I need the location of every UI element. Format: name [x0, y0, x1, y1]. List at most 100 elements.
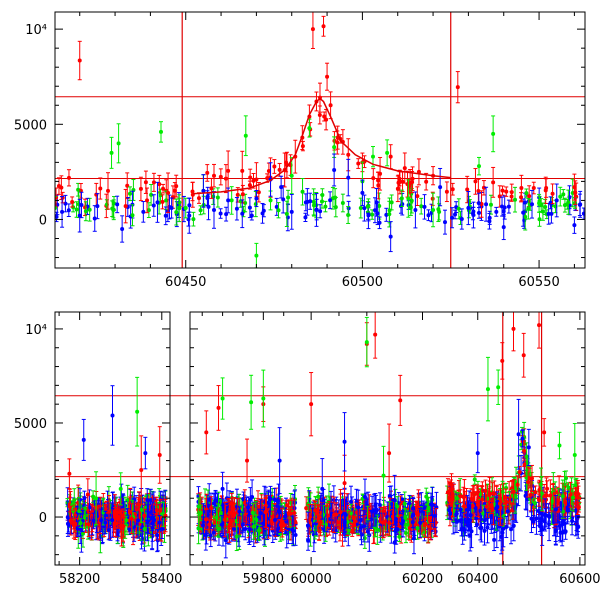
data-point [537, 217, 542, 222]
series-point [491, 115, 496, 153]
data-point [215, 195, 220, 200]
top-panel-frame [54, 11, 586, 269]
data-point [196, 196, 201, 201]
noise-point [249, 210, 254, 221]
noise-point [365, 201, 370, 213]
data-point [272, 164, 277, 169]
noise-point [387, 197, 392, 224]
data-point [465, 187, 470, 192]
data-point [276, 208, 281, 213]
series-point [321, 15, 326, 37]
data-point [77, 213, 82, 218]
series-point [388, 144, 393, 170]
top-light-curve-panel: 60450 60500 60550 0 5000 10⁴ [14, 11, 586, 290]
data-point [240, 192, 245, 197]
data-point [300, 144, 305, 149]
series-point [572, 216, 577, 234]
noise-point [149, 184, 154, 206]
data-point [151, 180, 156, 185]
data-point [143, 180, 148, 185]
noise-point [151, 194, 156, 217]
data-point [453, 212, 458, 217]
noise-point [450, 207, 455, 229]
data-point [254, 253, 259, 258]
noise-point [196, 192, 201, 204]
data-point [455, 85, 460, 90]
data-point [450, 187, 455, 192]
series-point [310, 12, 315, 50]
noise-point [98, 177, 103, 200]
data-point [163, 213, 168, 218]
noise-point [130, 204, 135, 227]
series-point [519, 174, 524, 202]
data-point [79, 202, 84, 207]
data-point [504, 189, 509, 194]
noise-point [160, 194, 165, 210]
data-point [130, 213, 135, 218]
data-point [444, 189, 449, 194]
data-point [310, 27, 315, 32]
noise-point [127, 496, 132, 528]
series-point [116, 123, 121, 164]
data-point [530, 202, 534, 207]
data-point [531, 186, 536, 191]
data-point [459, 217, 464, 222]
noise-point [127, 186, 132, 202]
data-point [155, 200, 160, 205]
data-point [497, 194, 502, 199]
data-point [159, 129, 163, 134]
data-point [470, 211, 475, 216]
data-point [318, 209, 323, 214]
noise-point [408, 198, 413, 216]
series-point [431, 192, 436, 228]
data-point [303, 215, 308, 220]
data-point [77, 58, 82, 63]
data-point [513, 197, 518, 202]
data-point [212, 207, 216, 212]
data-point [106, 188, 110, 193]
noise-point [318, 204, 323, 219]
data-point [384, 212, 389, 217]
data-point [116, 516, 121, 521]
data-point [63, 201, 68, 206]
data-point [328, 103, 333, 108]
data-point [99, 518, 104, 523]
data-point [365, 204, 370, 209]
series-point [155, 181, 160, 223]
data-point [399, 196, 404, 201]
noise-point [481, 180, 486, 196]
data-point [491, 131, 496, 136]
noise-point [324, 108, 329, 131]
data-point [141, 209, 146, 214]
noise-point [272, 159, 277, 174]
series-point [388, 221, 393, 253]
data-point [248, 175, 253, 180]
series-point [544, 178, 549, 198]
series-point [201, 174, 206, 208]
noise-point [66, 169, 71, 187]
data-point [70, 199, 75, 204]
data-point [438, 185, 443, 190]
noise-point [500, 196, 505, 217]
noise-point [247, 197, 252, 219]
data-point [572, 223, 577, 228]
data-point [397, 176, 402, 181]
data-point [476, 201, 481, 206]
x-tick-label: 60500 [342, 275, 383, 290]
data-point [544, 186, 549, 191]
series-point [289, 193, 294, 230]
data-point [145, 198, 150, 203]
data-point [166, 190, 171, 195]
series-point [406, 179, 411, 218]
series-point [229, 186, 234, 215]
series-point [473, 168, 478, 195]
data-point [410, 180, 415, 185]
data-point [164, 198, 169, 203]
series-point [537, 193, 542, 213]
series-point [109, 136, 114, 169]
series-point [484, 186, 489, 222]
series-point [530, 189, 534, 219]
series-point [314, 193, 319, 227]
data-point [506, 204, 511, 209]
data-point [229, 198, 234, 203]
